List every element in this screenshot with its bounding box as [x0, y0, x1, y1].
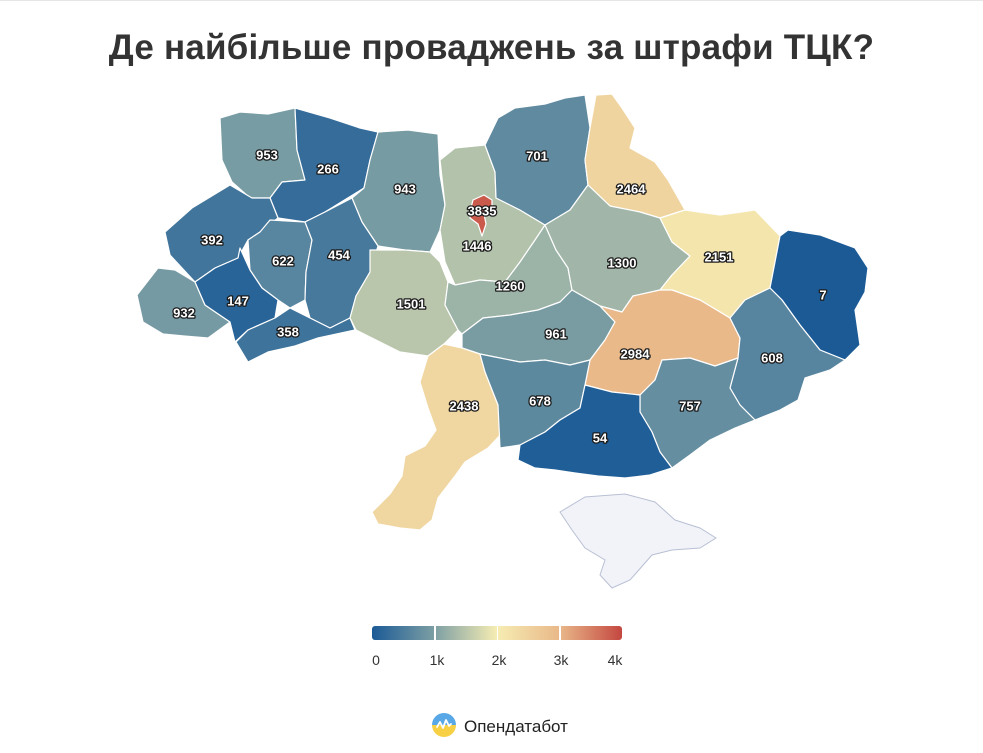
value-label-kyiv-city: 3835	[468, 203, 497, 218]
brand-name: Опендатабот	[464, 717, 568, 736]
region-kherson	[517, 384, 673, 479]
value-label-mykolaiv: 678	[529, 393, 551, 408]
value-label-zakarpattia: 932	[173, 305, 195, 320]
value-label-donetsk: 608	[761, 350, 783, 365]
value-label-ternopil: 622	[272, 253, 294, 268]
legend-tick-mark	[496, 626, 498, 640]
value-label-chernihiv: 701	[526, 148, 548, 163]
value-label-kherson: 54	[593, 430, 608, 445]
legend-label-1k: 1k	[429, 652, 445, 668]
region-ivano-frankivsk	[194, 247, 279, 343]
value-label-luhansk: 7	[819, 287, 826, 302]
value-label-kirovohrad: 961	[545, 326, 567, 341]
legend-label-4k: 4k	[607, 652, 623, 668]
value-label-lviv: 392	[201, 232, 223, 247]
value-label-ivano-frankivsk: 147	[227, 293, 249, 308]
value-label-chernivtsi: 358	[277, 324, 299, 339]
region-kyiv-city	[469, 194, 493, 237]
regions-layer	[136, 93, 869, 589]
value-label-poltava: 1300	[608, 255, 637, 270]
value-label-kyiv: 1446	[463, 238, 492, 253]
map-title: Де найбільше проваджень за штрафи ТЦК?	[108, 28, 875, 67]
value-label-zaporizhzhia: 757	[679, 398, 701, 413]
top-divider	[0, 0, 983, 1]
value-label-odesa: 2438	[450, 398, 479, 413]
value-labels: 953 266 943 1446 3835 701 2464 392 622 454 932 147 3…	[172, 146, 828, 447]
opendatabot-logo-icon	[431, 712, 457, 743]
legend-label-3k: 3k	[553, 652, 569, 668]
ukraine-choropleth-map: 953 266 943 1446 3835 701 2464 392 622 454 932 147 3…	[136, 93, 869, 589]
legend-tick-mark	[559, 626, 561, 640]
value-label-cherkasy: 1260	[496, 278, 525, 293]
legend-tick-mark	[434, 626, 436, 640]
legend-label-0: 0	[372, 652, 380, 668]
value-label-volyn: 953	[256, 147, 278, 162]
region-chernivtsi	[235, 307, 356, 363]
value-label-vinnytsia: 1501	[397, 296, 426, 311]
value-label-sumy: 2464	[617, 181, 647, 196]
value-label-zhytomyr: 943	[394, 181, 416, 196]
legend-label-2k: 2k	[491, 652, 507, 668]
value-label-rivne: 266	[317, 161, 339, 176]
value-label-khmelnytskyi: 454	[328, 247, 350, 262]
color-scale-legend: 0 1k 2k 3k 4k	[372, 626, 624, 676]
brand-footer: Опендатабот	[431, 712, 568, 743]
region-crimea	[559, 493, 717, 589]
value-label-kharkiv: 2151	[705, 249, 734, 264]
value-label-dnipropetrovsk: 2984	[621, 346, 651, 361]
